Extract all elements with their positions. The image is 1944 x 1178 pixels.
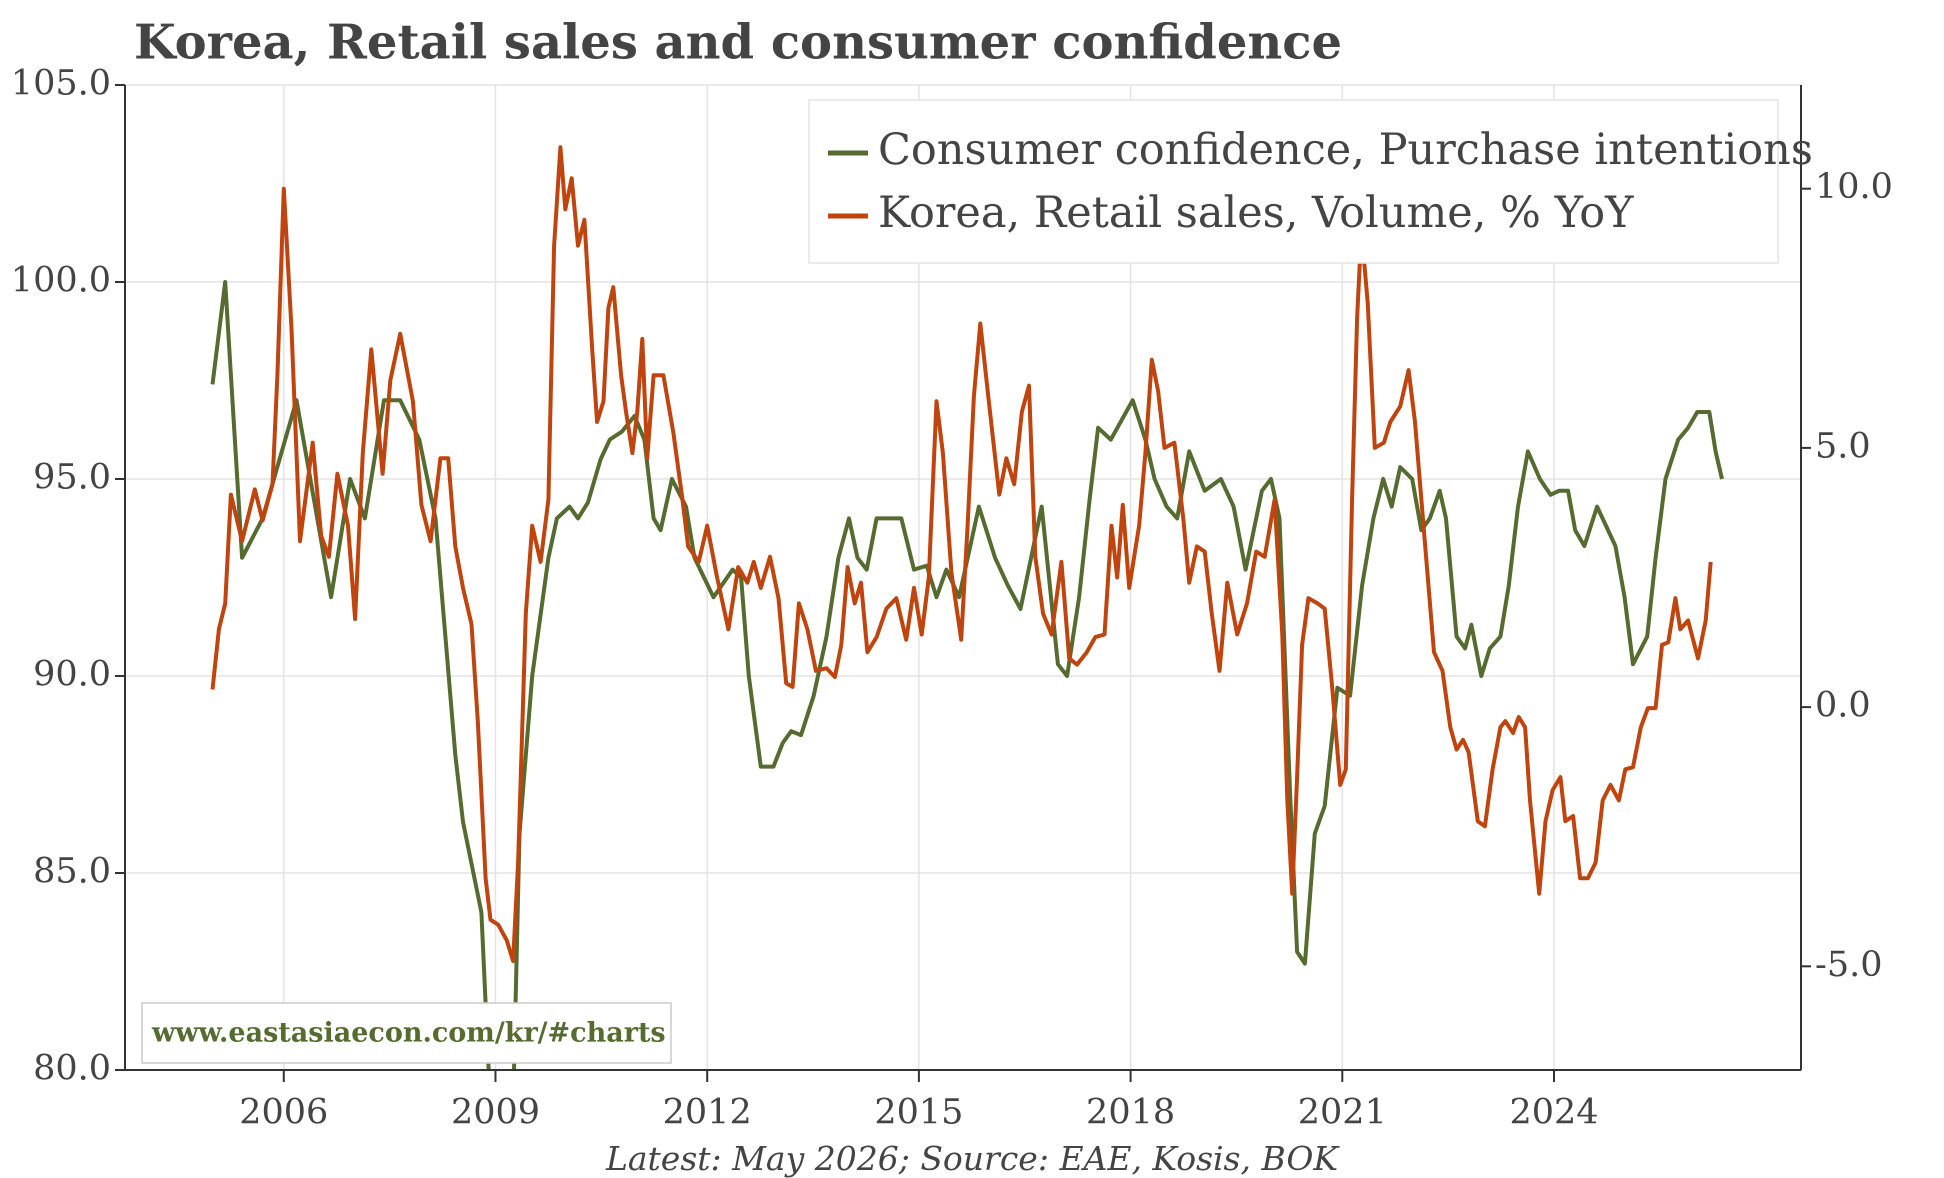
watermark: www.eastasiaecon.com/kr/#charts bbox=[151, 1018, 666, 1049]
x-tick-label: 2021 bbox=[1298, 1093, 1387, 1133]
watermark-box bbox=[141, 1002, 672, 1064]
x-tick-label: 2015 bbox=[874, 1093, 963, 1133]
y-tick-label: 90.0 bbox=[33, 655, 111, 695]
x-tick-label: 2018 bbox=[1086, 1093, 1175, 1133]
x-tick-label: 2006 bbox=[239, 1093, 328, 1133]
y2-tick-label: 10.0 bbox=[1815, 167, 1893, 207]
chart-title: Korea, Retail sales and consumer confide… bbox=[134, 15, 1342, 71]
legend: Consumer confidence, Purchase intentions… bbox=[808, 99, 1813, 264]
legend-label: Consumer confidence, Purchase intentions bbox=[878, 125, 1813, 175]
y-tick-label: 100.0 bbox=[11, 261, 111, 301]
x-tick-label: 2009 bbox=[451, 1093, 540, 1133]
source-note: Latest: May 2026; Source: EAE, Kosis, BO… bbox=[605, 1139, 1340, 1178]
series-line bbox=[210, 280, 1724, 1070]
y2-tick-label: -5.0 bbox=[1815, 945, 1883, 985]
y-tick-label: 80.0 bbox=[33, 1049, 111, 1089]
x-tick-label: 2012 bbox=[663, 1093, 752, 1133]
plot-area bbox=[210, 145, 1724, 1070]
x-tick-label: 2024 bbox=[1509, 1093, 1598, 1133]
legend-label: Korea, Retail sales, Volume, % YoY bbox=[878, 188, 1634, 238]
y-tick-label: 85.0 bbox=[33, 852, 111, 892]
legend-box bbox=[808, 99, 1779, 264]
y-tick-label: 105.0 bbox=[11, 64, 111, 104]
y2-tick-label: 0.0 bbox=[1815, 686, 1871, 726]
y-tick-label: 95.0 bbox=[33, 458, 111, 498]
axes: 80.0 85.0 90.0 95.0 100.0 105.0 -5.0 0.0 5.0 10.0… bbox=[11, 64, 1893, 1133]
series-line bbox=[210, 145, 1713, 964]
y2-tick-label: 5.0 bbox=[1815, 426, 1871, 466]
